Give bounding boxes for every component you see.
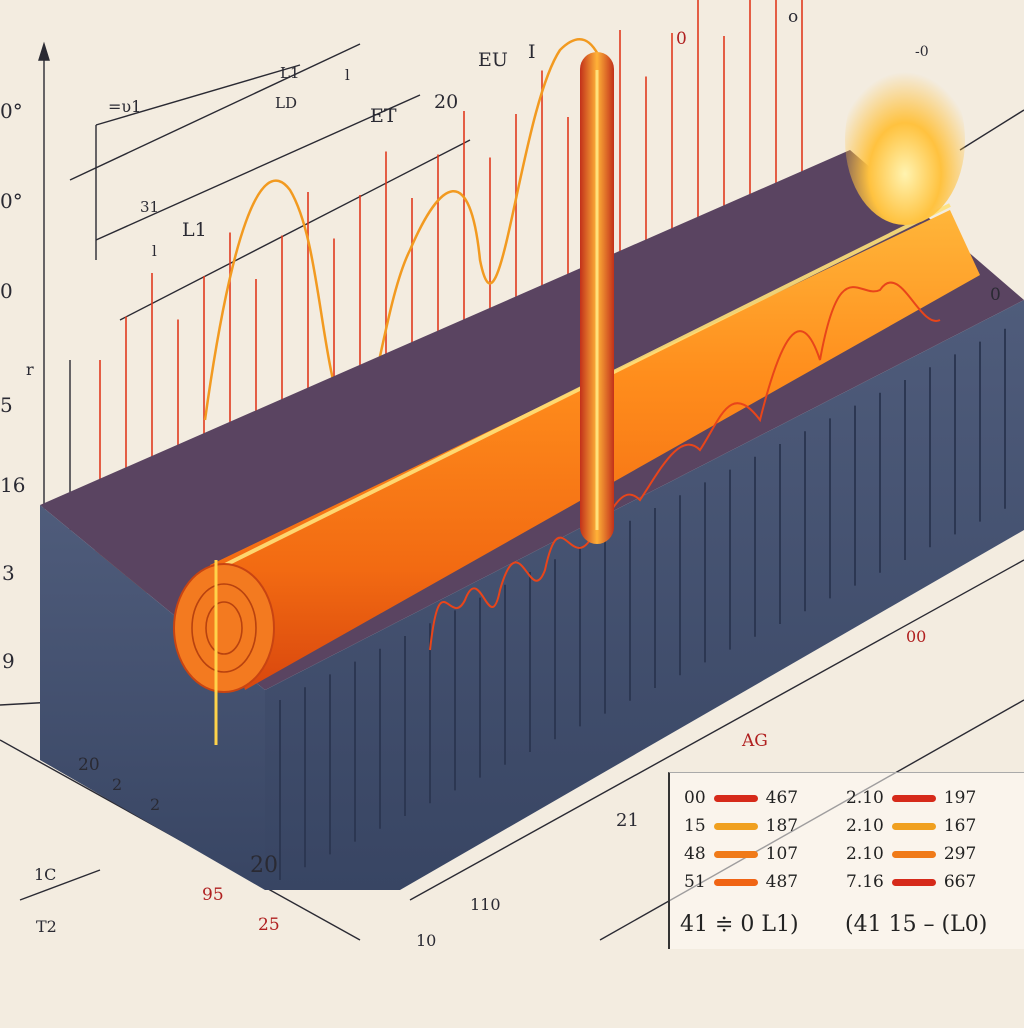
label-left-7: 3 (2, 561, 15, 585)
legend-key: 00 (684, 788, 706, 808)
legend-key: 51 (684, 872, 706, 892)
label-l1-top: L1 (280, 64, 300, 82)
label-right-o: o (788, 7, 798, 27)
legend-footer-left: 41 ≑ 0 L1) (680, 912, 799, 937)
legend-value: 167 (943, 816, 977, 836)
label-20-top: 20 (434, 91, 458, 113)
label-bottom-110: 110 (470, 895, 501, 914)
legend-value: 467 (765, 788, 799, 808)
label-ld: LD (275, 94, 297, 112)
rod-end-face (173, 563, 275, 693)
label-bottom-21: 21 (616, 810, 639, 831)
legend-row: 2.10 167 (846, 815, 976, 837)
label-left-1: 0° (0, 99, 23, 123)
label-bottom-2a: 2 (112, 775, 122, 794)
legend-swatch (891, 878, 936, 886)
legend-row: 48 107 (684, 843, 798, 865)
rod-end-swirl (191, 583, 257, 673)
label-left-3: 0 (0, 279, 13, 303)
label-bottom-20b: 20 (250, 853, 278, 878)
legend-key: 2.10 (846, 788, 884, 808)
legend-swatch (713, 878, 758, 886)
label-neg0: -0 (915, 44, 929, 60)
legend-row: 2.10 197 (846, 787, 976, 809)
label-bottom-10: 10 (416, 931, 436, 950)
label-u1: =υ1 (108, 97, 141, 116)
legend-value: 297 (943, 844, 977, 864)
label-left-8: 9 (2, 649, 15, 673)
label-left-2: 0° (0, 189, 23, 213)
label-bottom-ag: AG (741, 731, 768, 751)
block-front (40, 505, 265, 890)
label-bottom-95: 95 (202, 885, 224, 905)
legend-footer-right: (41 15 – (L0) (845, 912, 988, 937)
legend-key: 2.10 (846, 816, 884, 836)
legend-swatch (891, 794, 936, 802)
flame (845, 55, 965, 225)
legend-value: 107 (765, 844, 799, 864)
label-l1-mid: L1 (182, 219, 207, 241)
legend-key: 7.16 (846, 872, 884, 892)
legend-row: 2.10 297 (846, 843, 976, 865)
label-31: 31 (140, 198, 159, 216)
label-bottom-t2: T2 (36, 917, 57, 936)
label-i: I (528, 41, 536, 63)
legend: 00 467 15 187 48 107 51 487 2.10 197 2.10 167 2.10 2… (668, 772, 1024, 949)
legend-swatch (891, 850, 936, 858)
label-left-6: 16 (0, 473, 25, 497)
label-bottom-00: 00 (906, 627, 926, 646)
label-bottom-1c: 1C (34, 865, 56, 884)
label-bottom-20a: 20 (78, 755, 100, 775)
legend-swatch (891, 822, 936, 830)
legend-row: 51 487 (684, 871, 798, 893)
rod-waveform (429, 281, 941, 651)
label-bottom-2b: 2 (150, 795, 160, 814)
legend-key: 15 (684, 816, 706, 836)
legend-row: 00 467 (684, 787, 798, 809)
legend-row: 15 187 (684, 815, 798, 837)
legend-value: 487 (765, 872, 799, 892)
legend-value: 667 (943, 872, 977, 892)
label-left-5: 5 (0, 393, 13, 417)
legend-value: 197 (943, 788, 977, 808)
legend-value: 187 (765, 816, 799, 836)
label-right-0: 0 (990, 285, 1001, 305)
block-grooves (279, 328, 1006, 880)
label-et: ET (370, 105, 397, 127)
legend-swatch (713, 850, 758, 858)
label-l: l (345, 66, 350, 84)
legend-swatch (713, 794, 758, 802)
label-l-mid: l (152, 242, 157, 260)
legend-row: 7.16 667 (846, 871, 976, 893)
legend-swatch (713, 822, 758, 830)
label-0-top: 0 (676, 29, 687, 49)
temperature-wave (203, 38, 612, 431)
label-eu: EU (478, 49, 508, 71)
label-bottom-25: 25 (258, 915, 280, 935)
label-left-4: r (26, 360, 34, 379)
legend-key: 2.10 (846, 844, 884, 864)
legend-key: 48 (684, 844, 706, 864)
